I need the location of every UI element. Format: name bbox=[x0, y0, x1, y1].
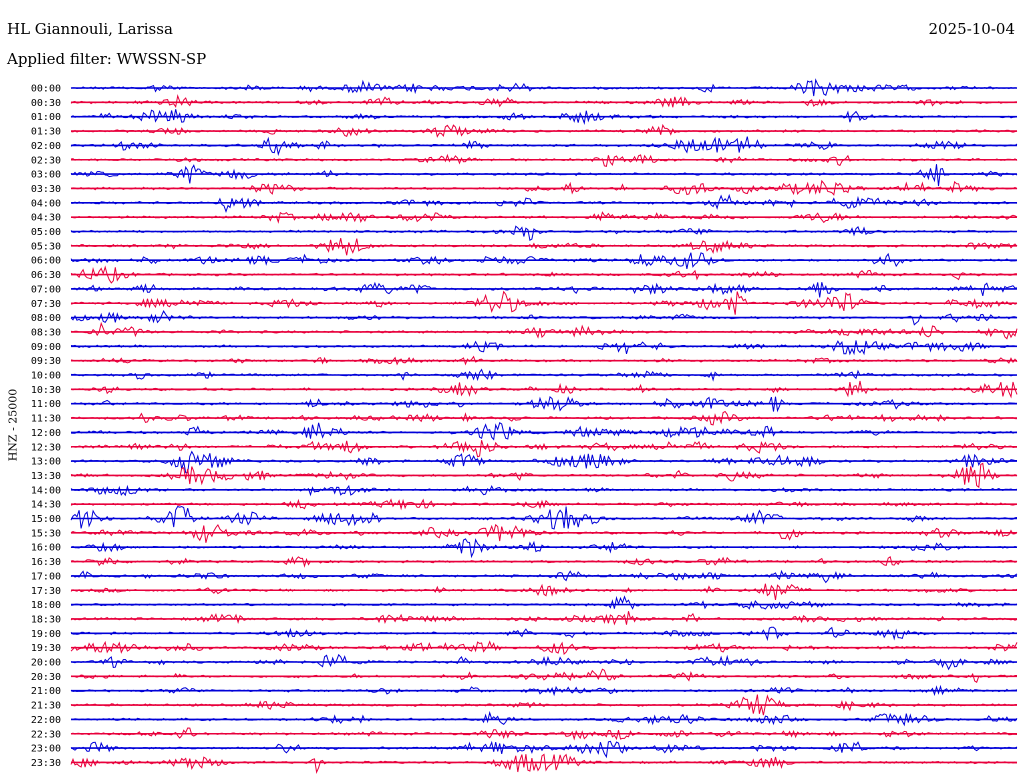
seismic-trace bbox=[70, 583, 1018, 600]
row-time-label: 19:00 bbox=[31, 629, 61, 640]
row-time-label: 13:00 bbox=[31, 457, 61, 468]
row-time-label: 17:00 bbox=[31, 571, 61, 582]
row-time-label: 02:30 bbox=[31, 155, 61, 166]
seismic-trace bbox=[70, 237, 1018, 256]
row-time-label: 17:30 bbox=[31, 586, 61, 597]
row-time-label: 07:00 bbox=[31, 284, 61, 295]
row-time-label: 14:30 bbox=[31, 500, 61, 511]
seismic-trace bbox=[70, 484, 1018, 497]
row-time-label: 04:00 bbox=[31, 198, 61, 209]
row-time-label: 08:00 bbox=[31, 313, 61, 324]
row-time-label: 11:00 bbox=[31, 399, 61, 410]
row-time-label: 18:00 bbox=[31, 600, 61, 611]
seismic-trace bbox=[70, 595, 1018, 610]
row-time-label: 23:00 bbox=[31, 744, 61, 755]
seismic-trace bbox=[70, 440, 1017, 458]
row-time-label: 23:30 bbox=[31, 758, 61, 769]
row-time-label: 11:30 bbox=[31, 414, 61, 425]
seismic-trace bbox=[70, 422, 1018, 441]
seismic-trace bbox=[70, 611, 1018, 626]
row-time-label: 06:30 bbox=[31, 270, 61, 281]
filter-label: Applied filter: WWSSN-SP bbox=[7, 50, 207, 68]
row-time-label: 05:30 bbox=[31, 241, 61, 252]
row-time-label: 07:30 bbox=[31, 299, 61, 310]
row-time-label: 15:00 bbox=[31, 514, 61, 525]
row-time-label: 20:30 bbox=[31, 672, 61, 683]
row-time-label: 00:00 bbox=[31, 84, 61, 95]
row-time-label: 14:00 bbox=[31, 485, 61, 496]
row-time-label: 12:30 bbox=[31, 442, 61, 453]
seismic-trace bbox=[70, 340, 1018, 356]
row-time-label: 16:30 bbox=[31, 557, 61, 568]
row-time-label: 04:30 bbox=[31, 213, 61, 224]
row-time-label: 01:30 bbox=[31, 127, 61, 138]
row-time-label: 20:00 bbox=[31, 658, 61, 669]
row-time-label: 09:00 bbox=[31, 342, 61, 353]
row-time-label: 00:30 bbox=[31, 98, 61, 109]
row-time-label: 08:30 bbox=[31, 327, 61, 338]
row-time-label: 01:00 bbox=[31, 112, 61, 123]
seismic-trace bbox=[70, 164, 1018, 187]
row-time-label: 02:00 bbox=[31, 141, 61, 152]
row-time-label: 13:30 bbox=[31, 471, 61, 482]
row-time-label: 10:00 bbox=[31, 371, 61, 382]
row-time-label: 03:00 bbox=[31, 170, 61, 181]
row-time-label: 22:00 bbox=[31, 715, 61, 726]
seismic-trace bbox=[70, 523, 1018, 543]
row-time-label: 09:30 bbox=[31, 356, 61, 367]
row-time-label: 10:30 bbox=[31, 385, 61, 396]
seismic-trace bbox=[70, 321, 1018, 340]
row-time-label: 06:00 bbox=[31, 256, 61, 267]
row-time-label: 05:00 bbox=[31, 227, 61, 238]
row-time-label: 15:30 bbox=[31, 528, 61, 539]
row-time-label: 21:00 bbox=[31, 686, 61, 697]
seismic-trace bbox=[70, 109, 1018, 126]
row-time-label: 22:30 bbox=[31, 729, 61, 740]
seismic-trace bbox=[70, 153, 1018, 168]
row-time-label: 21:30 bbox=[31, 701, 61, 712]
date-label: 2025-10-04 bbox=[928, 20, 1015, 38]
station-title: HL Giannouli, Larissa bbox=[7, 20, 173, 38]
row-time-label: 19:30 bbox=[31, 643, 61, 654]
seismic-trace bbox=[70, 225, 1018, 241]
seismic-trace bbox=[70, 569, 1018, 584]
row-time-label: 03:30 bbox=[31, 184, 61, 195]
row-time-label: 16:00 bbox=[31, 543, 61, 554]
row-time-label: 12:00 bbox=[31, 428, 61, 439]
seismic-trace bbox=[70, 450, 1017, 474]
row-time-label: 18:30 bbox=[31, 614, 61, 625]
seismic-trace bbox=[70, 281, 1018, 298]
